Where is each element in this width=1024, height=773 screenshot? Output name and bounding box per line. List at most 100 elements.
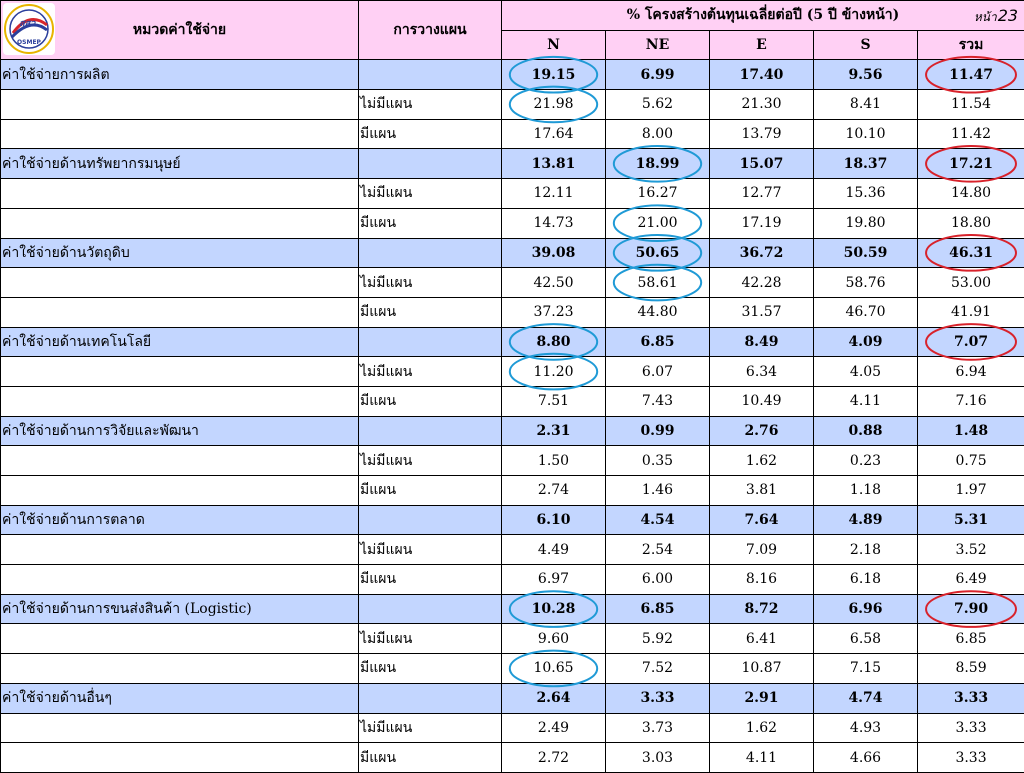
value-cell-total: 3.33 — [918, 713, 1024, 743]
plan-label: มีแผน — [359, 119, 502, 149]
value-cell-e: 13.79 — [710, 119, 814, 149]
value-cell-ne: 0.35 — [606, 446, 710, 476]
value-cell-e: 17.40 — [710, 60, 814, 90]
category-header-label: หมวดค่าใช้จ่าย — [133, 22, 226, 38]
value-cell-ne: 6.00 — [606, 565, 710, 595]
category-label — [1, 90, 359, 120]
osmep-logo: สสว. OSMEP — [3, 3, 55, 55]
value-cell-n: 17.64 — [502, 119, 606, 149]
value-cell-ne: 4.54 — [606, 505, 710, 535]
plan-label: ไม่มีแผน — [359, 90, 502, 120]
plan-label: ไม่มีแผน — [359, 357, 502, 387]
value-cell-e: 6.41 — [710, 624, 814, 654]
category-label — [1, 476, 359, 506]
plan-label — [359, 238, 502, 268]
category-label — [1, 446, 359, 476]
value-cell-ne: 18.99 — [606, 149, 710, 179]
value-cell-e: 42.28 — [710, 268, 814, 298]
value-cell-total: 11.54 — [918, 90, 1024, 120]
value-cell-ne: 7.43 — [606, 386, 710, 416]
value-cell-total: 6.85 — [918, 624, 1024, 654]
plan-label: ไม่มีแผน — [359, 268, 502, 298]
value-cell-total: 6.49 — [918, 565, 1024, 595]
value-cell-n: 42.50 — [502, 268, 606, 298]
value-cell-n: 2.64 — [502, 683, 606, 713]
value-cell-n: 13.81 — [502, 149, 606, 179]
value-cell-n: 14.73 — [502, 208, 606, 238]
value-cell-total: 41.91 — [918, 297, 1024, 327]
value-cell-n: 7.51 — [502, 386, 606, 416]
plan-label — [359, 416, 502, 446]
category-label — [1, 565, 359, 595]
value-cell-s: 4.74 — [814, 683, 918, 713]
value-cell-ne: 0.99 — [606, 416, 710, 446]
column-header-s: S — [814, 30, 918, 60]
value-cell-n: 1.50 — [502, 446, 606, 476]
value-cell-e: 31.57 — [710, 297, 814, 327]
value-cell-s: 4.11 — [814, 386, 918, 416]
value-cell-s: 18.37 — [814, 149, 918, 179]
value-cell-s: 8.41 — [814, 90, 918, 120]
column-header-ne: NE — [606, 30, 710, 60]
value-cell-ne: 6.85 — [606, 594, 710, 624]
value-cell-total: 6.94 — [918, 357, 1024, 387]
value-cell-s: 58.76 — [814, 268, 918, 298]
value-cell-n: 19.15 — [502, 60, 606, 90]
value-cell-ne: 5.92 — [606, 624, 710, 654]
value-cell-n: 6.97 — [502, 565, 606, 595]
column-header-e: E — [710, 30, 814, 60]
value-cell-e: 8.72 — [710, 594, 814, 624]
category-label — [1, 535, 359, 565]
value-cell-e: 3.81 — [710, 476, 814, 506]
value-cell-ne: 8.00 — [606, 119, 710, 149]
value-cell-e: 17.19 — [710, 208, 814, 238]
plan-label: ไม่มีแผน — [359, 535, 502, 565]
plan-label: ไม่มีแผน — [359, 446, 502, 476]
plan-label: มีแผน — [359, 654, 502, 684]
value-cell-total: 3.33 — [918, 683, 1024, 713]
category-label: ค่าใช้จ่ายด้านการวิจัยและพัฒนา — [1, 416, 359, 446]
value-cell-s: 6.18 — [814, 565, 918, 595]
value-cell-s: 0.88 — [814, 416, 918, 446]
value-cell-s: 6.58 — [814, 624, 918, 654]
category-label: ค่าใช้จ่ายด้านเทคโนโลยี — [1, 327, 359, 357]
value-cell-e: 6.34 — [710, 357, 814, 387]
value-cell-n: 10.28 — [502, 594, 606, 624]
value-cell-e: 12.77 — [710, 179, 814, 209]
page-number-value: 23 — [998, 6, 1018, 25]
value-cell-s: 4.05 — [814, 357, 918, 387]
value-cell-n: 2.74 — [502, 476, 606, 506]
value-cell-s: 6.96 — [814, 594, 918, 624]
value-cell-total: 8.59 — [918, 654, 1024, 684]
value-cell-e: 7.09 — [710, 535, 814, 565]
category-label — [1, 268, 359, 298]
plan-label: มีแผน — [359, 476, 502, 506]
category-label — [1, 179, 359, 209]
value-cell-e: 1.62 — [710, 446, 814, 476]
logo-subtext: OSMEP — [17, 39, 41, 46]
value-cell-s: 1.18 — [814, 476, 918, 506]
plan-label: ไม่มีแผน — [359, 179, 502, 209]
category-label — [1, 119, 359, 149]
value-cell-s: 9.56 — [814, 60, 918, 90]
value-cell-e: 21.30 — [710, 90, 814, 120]
value-cell-s: 15.36 — [814, 179, 918, 209]
category-label: ค่าใช้จ่ายด้านอื่นๆ — [1, 683, 359, 713]
value-cell-e: 8.16 — [710, 565, 814, 595]
category-label — [1, 386, 359, 416]
value-cell-n: 2.49 — [502, 713, 606, 743]
plan-label — [359, 505, 502, 535]
